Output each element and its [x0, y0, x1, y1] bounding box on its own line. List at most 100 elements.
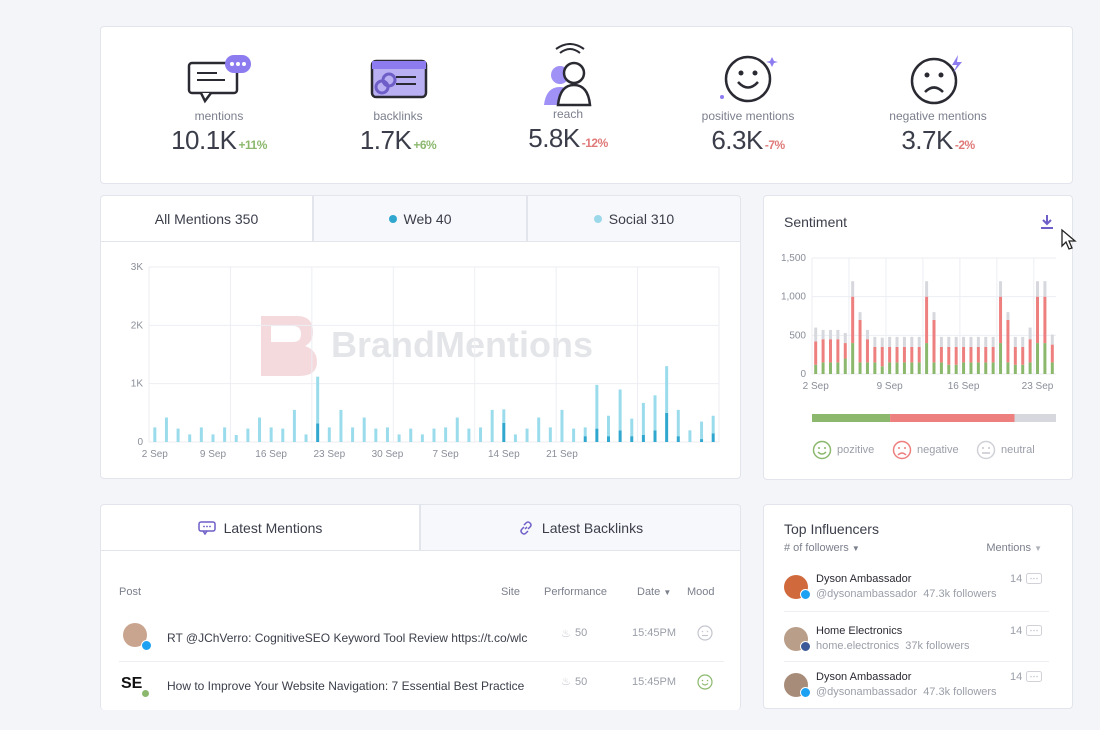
stat-label: positive mentions: [701, 109, 795, 123]
bar-negative: [962, 346, 966, 363]
bar-neutral: [939, 336, 943, 347]
bar-neutral: [932, 312, 936, 320]
bar-neutral: [910, 336, 914, 347]
post-text[interactable]: RT @JChVerro: CognitiveSEO Keyword Tool …: [167, 631, 528, 645]
bar-social: [700, 421, 704, 440]
chat-icon: [1026, 573, 1042, 584]
y-tick-label: 500: [789, 330, 806, 341]
stat-value: 6.3K: [711, 125, 763, 155]
tab-label: All Mentions 350: [154, 210, 259, 227]
bar-social: [176, 428, 180, 442]
influencer-followers: 47.3k followers: [923, 588, 997, 600]
legend-label: pozitive: [837, 444, 875, 456]
tab-latest-mentions[interactable]: Latest Mentions: [100, 504, 420, 550]
web-icon: [141, 689, 150, 698]
twitter-icon: [800, 687, 811, 698]
bar-social: [339, 409, 343, 442]
y-tick-label: 2K: [131, 320, 144, 331]
bar-social: [688, 430, 692, 442]
influencer-followers: 47.3k followers: [923, 686, 997, 698]
bar-social: [630, 418, 634, 437]
bar-positive: [962, 362, 966, 374]
bar-social: [292, 409, 296, 442]
bar-positive: [843, 358, 847, 374]
sad-face-icon: [892, 440, 912, 460]
bar-positive: [969, 362, 973, 374]
bar-social: [420, 434, 424, 442]
sort-mentions[interactable]: Mentions ▼: [986, 542, 1042, 554]
chat-icon: [197, 520, 216, 535]
row-divider: [119, 661, 724, 662]
bar-social: [479, 427, 483, 442]
bar-positive: [1006, 362, 1010, 374]
bar-neutral: [962, 336, 966, 347]
bar-web: [618, 430, 622, 442]
tab-all-mentions[interactable]: All Mentions 350: [100, 195, 313, 241]
bar-neutral: [880, 337, 884, 347]
bar-social: [606, 415, 610, 437]
bar-positive: [1043, 343, 1047, 374]
stat-change: -2%: [954, 138, 975, 152]
bar-negative: [880, 346, 884, 367]
distribution-neutral: [1014, 414, 1056, 422]
bar-social: [374, 428, 378, 442]
tab-social[interactable]: Social 310: [527, 195, 741, 241]
performance-value: 50: [575, 627, 588, 639]
bar-negative: [1050, 344, 1054, 363]
influencers-title: Top Influencers: [784, 521, 879, 537]
stat-negative-mentions[interactable]: negative mentions 3.7K -2%: [853, 51, 1023, 156]
bar-positive: [873, 362, 877, 374]
bar-negative: [969, 346, 973, 363]
bar-social: [665, 366, 669, 413]
bar-negative: [976, 346, 980, 363]
bar-social: [164, 417, 168, 442]
x-tick-label: 23 Sep: [313, 449, 345, 460]
x-tick-label: 7 Sep: [433, 449, 460, 460]
bar-positive: [917, 362, 921, 374]
legend-neutral[interactable]: neutral: [976, 440, 1035, 460]
bar-social: [153, 427, 157, 442]
tab-web[interactable]: Web 40: [313, 195, 527, 241]
sort-followers[interactable]: # of followers ▼: [784, 542, 860, 554]
tab-label: Latest Mentions: [223, 519, 323, 536]
chevron-down-icon: ▼: [851, 544, 860, 553]
y-tick-label: 1,500: [781, 253, 806, 264]
stat-reach[interactable]: reach 5.8K -12%: [483, 43, 653, 154]
stat-backlinks[interactable]: backlinks 1.7K +6%: [313, 53, 483, 156]
bar-social: [676, 409, 680, 437]
bar-neutral: [999, 281, 1003, 297]
bar-positive: [821, 362, 825, 374]
bar-neutral: [821, 329, 825, 340]
x-tick-label: 16 Sep: [948, 381, 980, 392]
bar-positive: [947, 364, 951, 374]
stat-positive-mentions[interactable]: positive mentions 6.3K -7%: [663, 51, 833, 156]
bar-negative: [828, 339, 832, 363]
stat-mentions[interactable]: mentions 10.1K +11%: [134, 53, 304, 156]
download-icon[interactable]: [1040, 214, 1054, 230]
bar-social: [502, 409, 506, 423]
bar-social: [467, 428, 471, 442]
bar-positive: [1050, 362, 1054, 374]
stats-card: mentions 10.1K +11% backlinks 1.7K +6% rea…: [100, 26, 1073, 184]
x-tick-label: 2 Sep: [142, 449, 169, 460]
x-tick-label: 2 Sep: [803, 381, 830, 392]
col-date[interactable]: Date ▼: [637, 586, 671, 598]
smile-face-icon: [697, 674, 713, 690]
legend-negative[interactable]: negative: [892, 440, 959, 460]
bar-positive: [858, 362, 862, 374]
x-tick-label: 21 Sep: [546, 449, 578, 460]
bar-social: [711, 415, 715, 434]
watermark: BrandMentions: [261, 316, 593, 376]
bar-positive: [1013, 364, 1017, 374]
stat-label: backlinks: [373, 109, 423, 123]
flame-icon: ♨: [561, 676, 571, 688]
bar-neutral: [1006, 312, 1010, 320]
legend-positive[interactable]: pozitive: [812, 440, 874, 460]
post-text[interactable]: How to Improve Your Website Navigation: …: [167, 679, 525, 693]
legend-label: neutral: [1001, 444, 1035, 456]
stat-label: mentions: [194, 109, 244, 123]
y-tick-label: 1,000: [781, 292, 806, 303]
tab-latest-backlinks[interactable]: Latest Backlinks: [420, 504, 741, 550]
mentions-chart: BrandMentions 0 1K 2K 3K 2 Sep 9 Sep 16 Sep 23 …: [131, 262, 720, 460]
bar-social: [397, 434, 401, 442]
